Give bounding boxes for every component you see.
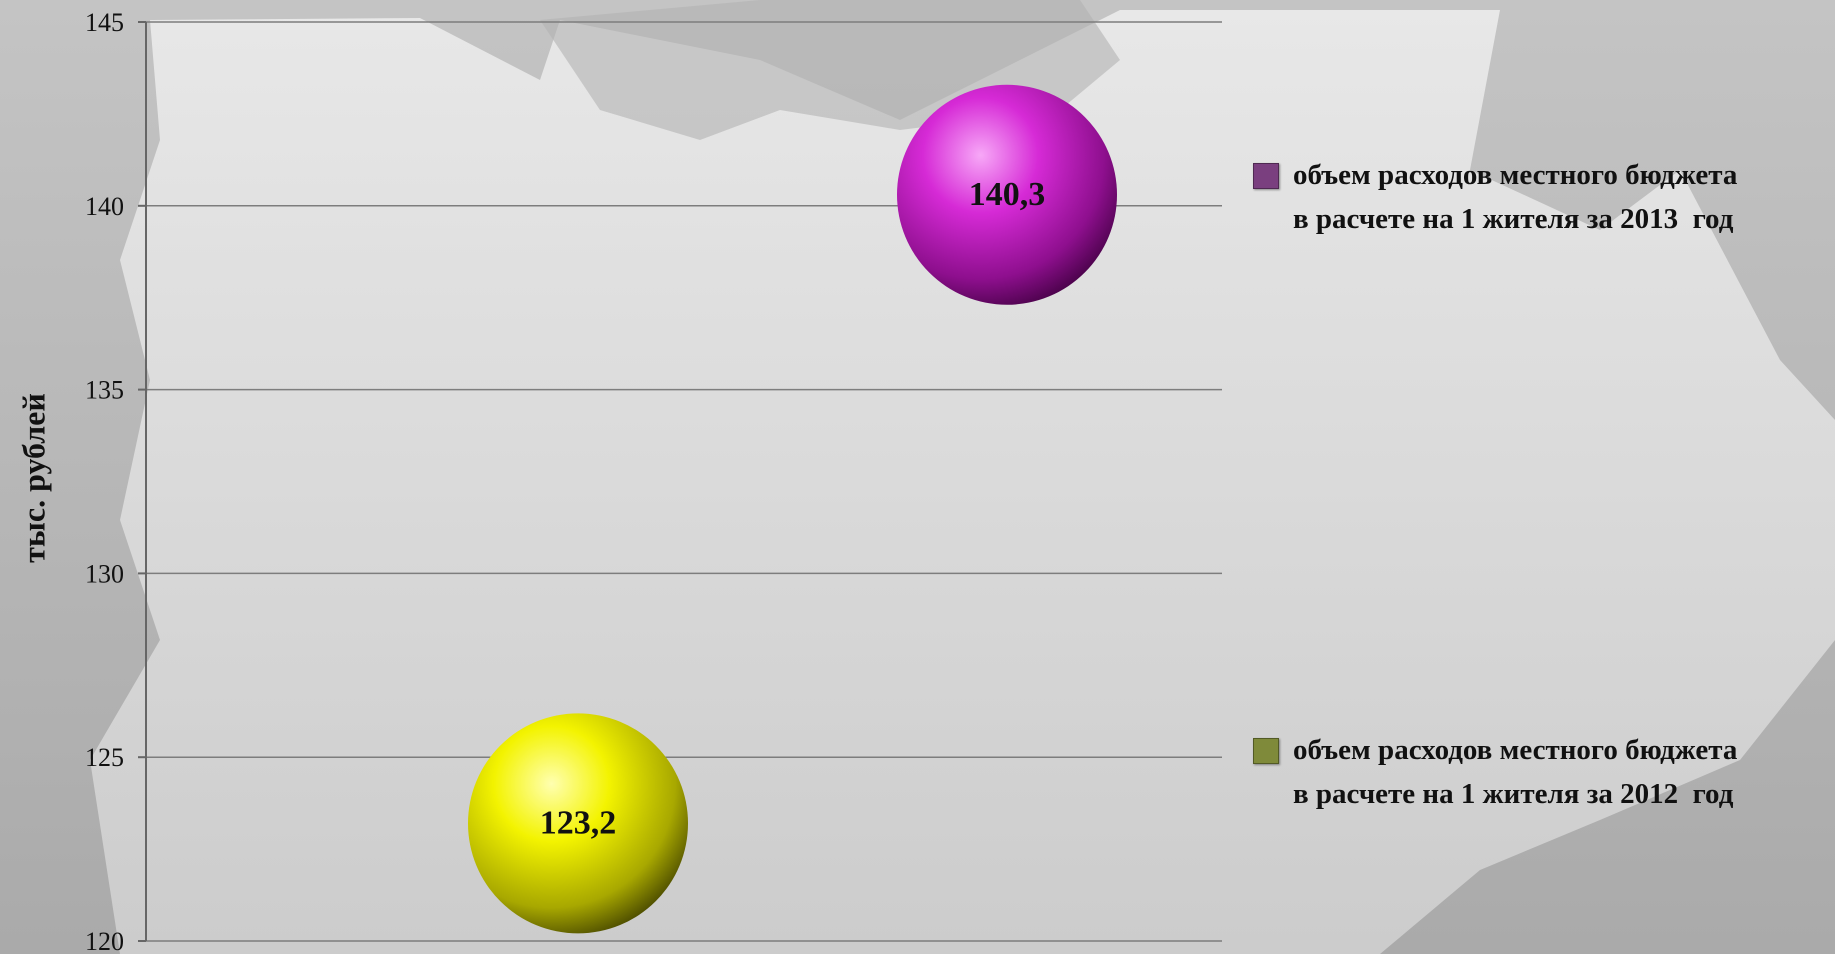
y-axis-ticks: 145 140 135 130 125 120 (85, 8, 146, 954)
legend-item-2013: объем расходов местного бюджета в расчет… (1253, 153, 1737, 241)
legend-swatch-2013 (1253, 163, 1279, 189)
y-tick-label: 130 (85, 559, 124, 588)
bubble-marker (897, 84, 1117, 305)
data-points: 140,3 123,2 (468, 84, 1117, 934)
legend-swatch-2012 (1253, 738, 1279, 764)
data-label: 123,2 (540, 804, 617, 841)
y-tick-label: 140 (85, 192, 124, 221)
data-point-bubble: 123,2 (468, 713, 688, 934)
y-tick-label: 125 (85, 743, 124, 772)
legend-item-2012: объем расходов местного бюджета в расчет… (1253, 728, 1737, 816)
y-tick-label: 135 (85, 376, 124, 405)
y-tick-label: 120 (85, 927, 124, 954)
y-axis-title-text: тыс. рублей (15, 393, 52, 563)
legend-label-2013: объем расходов местного бюджета в расчет… (1293, 159, 1738, 235)
region-map-shape (90, 10, 1835, 954)
legend-label-2012: объем расходов местного бюджета в расчет… (1293, 734, 1738, 810)
gridlines (146, 21, 1222, 942)
data-label: 140,3 (969, 176, 1046, 213)
y-axis-title: тыс. рублей (14, 393, 54, 563)
bubble-marker (468, 713, 688, 934)
data-point-bubble: 140,3 (897, 84, 1117, 305)
y-tick-label: 145 (85, 8, 124, 37)
